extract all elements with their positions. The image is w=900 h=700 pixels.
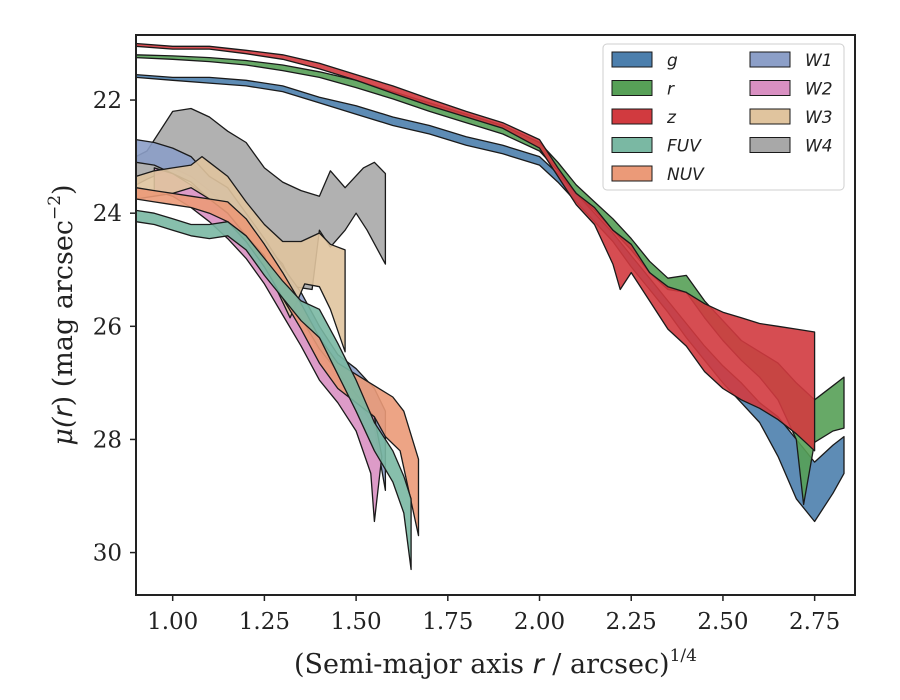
legend-label-r: r: [667, 80, 675, 100]
legend-label-w4: W4: [805, 137, 833, 157]
legend-label-nuv: NUV: [667, 165, 705, 185]
x-tick-label: 2.50: [697, 609, 748, 635]
x-axis-label: (Semi-major axis r / arcsec)1/4: [294, 646, 697, 680]
legend-swatch-g: [611, 51, 653, 68]
y-tick-label: 30: [93, 541, 122, 567]
y-tick-label: 28: [93, 427, 122, 453]
x-tick-label: 2.00: [514, 609, 565, 635]
legend-label-w3: W3: [805, 108, 833, 128]
band-z: [135, 42, 816, 452]
y-tick-label: 22: [93, 88, 122, 114]
x-tick-label: 1.75: [422, 609, 473, 635]
axis-ticks: 1.00 1.25 1.50 1.75 2.00 2.25 2.50 2.75 22 24 26 28…: [93, 88, 841, 635]
legend-swatch-nuv: [611, 165, 653, 182]
x-tick-label: 1.25: [239, 609, 290, 635]
legend-label-z: z: [666, 108, 677, 128]
legend-swatch-fuv: [611, 137, 653, 153]
legend: grz FUV NUV W1 W2 W3 W4: [602, 43, 845, 191]
y-tick-label: 26: [93, 314, 122, 340]
x-tick-label: 2.25: [606, 609, 657, 635]
legend-label-w1: W1: [805, 51, 833, 71]
x-tick-label: 2.75: [789, 609, 840, 635]
legend-swatch-r: [611, 80, 653, 96]
legend-swatch-w3: [749, 108, 791, 125]
plot-frame: [135, 34, 856, 596]
legend-swatch-w2: [749, 80, 791, 96]
profile-bands: [135, 42, 845, 571]
y-axis-label: μ(r) (mag arcsec−2): [45, 184, 79, 445]
x-tick-label: 1.50: [330, 609, 381, 635]
x-tick-label: 1.00: [147, 609, 198, 635]
legend-label-fuv: FUV: [667, 137, 702, 157]
legend-label-w2: W2: [805, 80, 833, 100]
legend-label-g: g: [667, 51, 678, 71]
band-nuv: [135, 187, 420, 537]
band-g: [135, 73, 845, 523]
band-fuv: [135, 209, 412, 571]
legend-swatch-z: [611, 108, 653, 125]
y-tick-label: 24: [93, 201, 122, 227]
legend-swatch-w1: [749, 51, 791, 68]
legend-swatch-w4: [749, 137, 791, 153]
